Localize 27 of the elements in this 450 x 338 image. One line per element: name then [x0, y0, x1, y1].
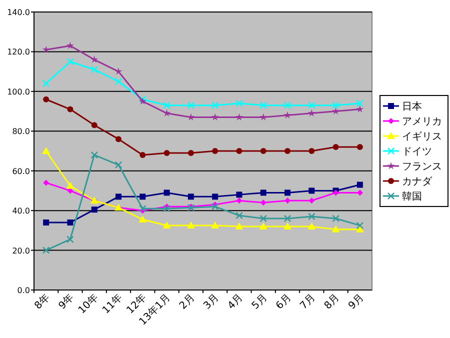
x-tick-label: 9月: [346, 292, 366, 312]
legend-label: 韓国: [402, 190, 422, 202]
legend-label: イギリス: [402, 130, 442, 142]
y-tick-label: 120.0: [7, 48, 30, 57]
y-tick-label: 40.0: [12, 206, 30, 216]
legend-label: 日本: [402, 100, 422, 112]
y-tick-label: 20.0: [12, 246, 30, 256]
x-tick-label: 4月: [226, 292, 246, 312]
x-tick-label: 7月: [298, 292, 318, 312]
y-tick-label: 60.0: [12, 166, 30, 176]
x-tick-label: 11年: [100, 292, 125, 316]
x-tick-label: 10年: [76, 292, 100, 316]
y-tick-label: 0.0: [17, 286, 30, 295]
y-tick-label: 80.0: [12, 127, 30, 136]
y-tick-label: 100.0: [7, 87, 30, 96]
x-tick-label: 8月: [322, 292, 342, 312]
x-tick-label: 3月: [202, 292, 222, 312]
x-tick-label: 6月: [274, 292, 294, 312]
y-tick-label: 140.0: [7, 8, 30, 17]
x-tick-label: 8年: [32, 292, 52, 312]
legend-label: ドイツ: [402, 146, 432, 158]
x-tick-label: 5月: [250, 292, 270, 312]
legend-label: アメリカ: [402, 116, 442, 128]
x-tick-label: 9年: [56, 292, 76, 312]
legend-label: フランス: [402, 162, 442, 172]
legend-label: カナダ: [402, 176, 433, 188]
x-tick-label: 2月: [178, 292, 198, 312]
